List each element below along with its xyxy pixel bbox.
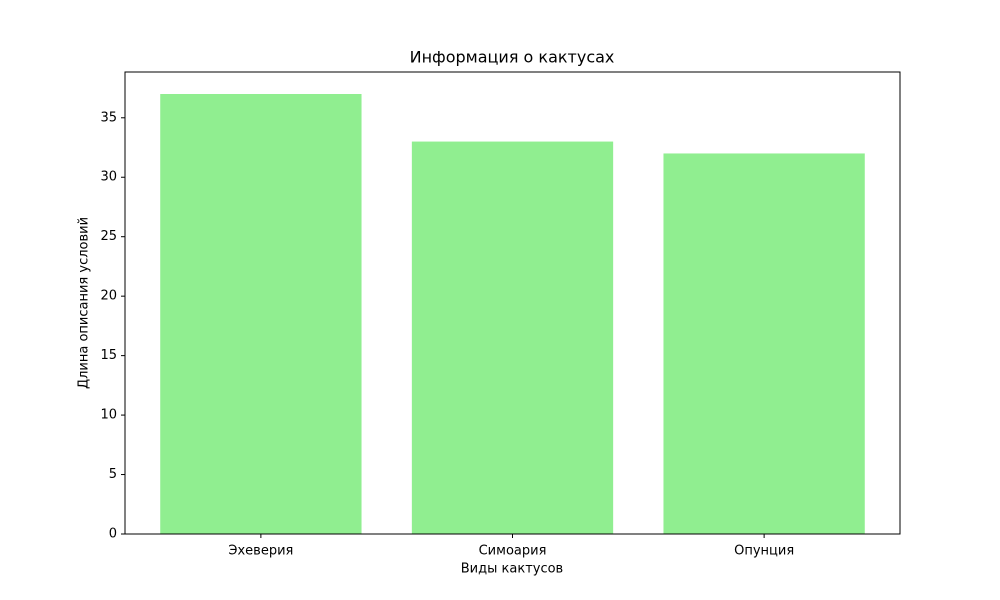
plot-frame	[124, 71, 901, 535]
y-tick-label: 30	[100, 170, 117, 185]
x-tick-label: Опунция	[734, 544, 794, 559]
y-tick-label: 10	[100, 408, 117, 423]
y-tick-label: 25	[100, 229, 117, 244]
y-tick-label: 35	[100, 110, 117, 125]
y-tick-label: 0	[109, 527, 117, 542]
chart-title: Информация о кактусах	[410, 48, 615, 67]
y-tick-label: 5	[109, 467, 117, 482]
x-axis-label: Виды кактусов	[461, 562, 563, 577]
bar	[663, 153, 865, 534]
x-tick-label: Эхеверия	[228, 544, 293, 559]
bar	[411, 141, 614, 534]
y-tick-label: 15	[100, 348, 117, 363]
x-tick-label: Симоария	[479, 544, 547, 559]
bar	[160, 94, 362, 534]
y-axis-label: Длина описания условий	[77, 217, 92, 389]
y-tick-label: 20	[100, 289, 117, 304]
